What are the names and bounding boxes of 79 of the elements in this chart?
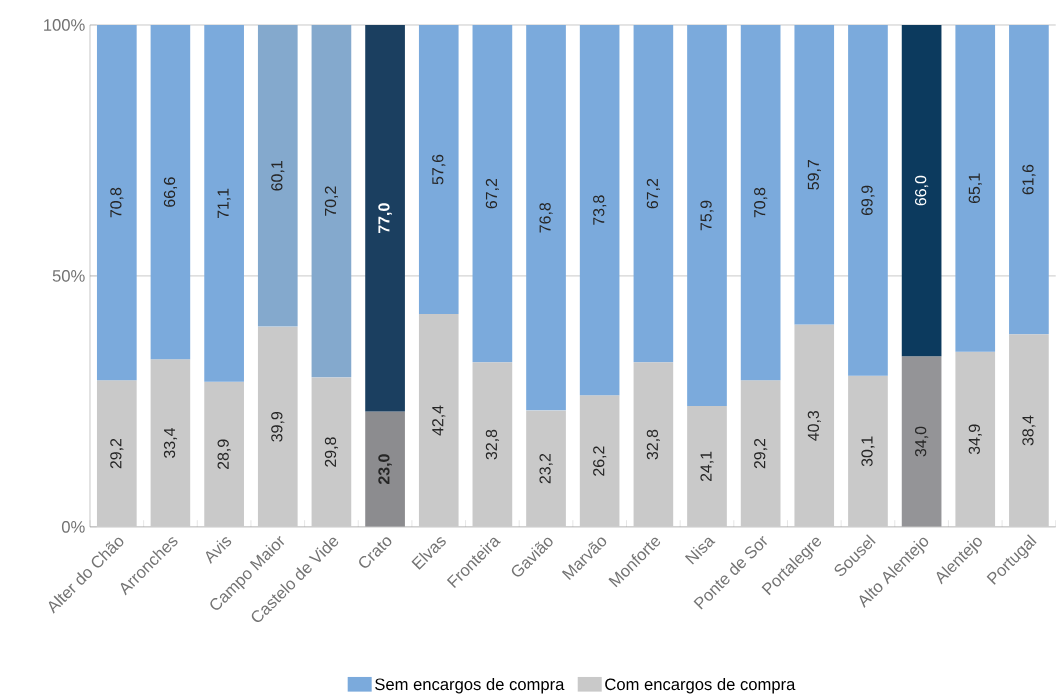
bar [365, 25, 405, 412]
data-label: 77,0 [378, 203, 392, 234]
data-label: 65,1 [968, 173, 982, 204]
data-label: 32,8 [646, 429, 660, 460]
data-label: 32,8 [485, 429, 499, 460]
data-label: 57,6 [432, 154, 446, 185]
bar [740, 25, 781, 381]
y-tick-label: 0% [61, 521, 85, 533]
data-label: 39,9 [271, 412, 285, 442]
data-label: 23,2 [539, 454, 553, 484]
data-label: 23,0 [378, 454, 392, 485]
data-label: 59,7 [807, 160, 821, 190]
legend-label: Sem encargos de compra [375, 678, 565, 694]
bar [1009, 25, 1049, 335]
data-label: 29,8 [324, 437, 339, 467]
bar [579, 395, 620, 527]
data-label: 67,2 [485, 179, 499, 209]
bar [633, 362, 674, 527]
bar [579, 25, 620, 396]
bar [257, 326, 298, 527]
bar [955, 351, 996, 527]
bar [848, 375, 888, 527]
data-label: 70,8 [110, 187, 124, 218]
bar [418, 25, 459, 315]
bar [472, 362, 513, 527]
y-tick-label: 100% [44, 19, 85, 31]
bar [257, 25, 298, 327]
data-label: 70,2 [324, 186, 339, 216]
bar [901, 25, 942, 357]
bar [526, 25, 566, 411]
data-label: 61,6 [1022, 164, 1036, 195]
bar [311, 377, 352, 527]
data-label: 30,1 [861, 436, 875, 467]
bar [96, 380, 137, 527]
data-label: 66,0 [915, 175, 929, 206]
bar [96, 25, 137, 381]
data-label: 24,1 [700, 451, 714, 482]
bar [418, 314, 459, 527]
data-label: 34,0 [915, 426, 929, 457]
data-label: 40,3 [807, 411, 821, 441]
data-label: 29,2 [110, 438, 124, 469]
data-label: 66,6 [163, 177, 178, 207]
data-label: 28,9 [217, 439, 231, 470]
x-tick-label: Nisa [684, 537, 716, 565]
bar [687, 406, 727, 527]
data-label: 69,9 [861, 185, 875, 216]
bar [633, 25, 674, 363]
x-tick-label: Avis [205, 537, 232, 565]
bar [204, 25, 244, 382]
data-label: 60,1 [271, 161, 285, 191]
bar [365, 411, 405, 527]
bar [740, 380, 781, 527]
data-label: 38,4 [1022, 415, 1036, 446]
y-tick-label: 50% [52, 270, 85, 282]
bar [526, 410, 566, 527]
data-label: 71,1 [217, 188, 231, 219]
bar [794, 324, 835, 527]
data-label: 67,2 [646, 179, 660, 209]
bar [901, 356, 942, 527]
data-label: 73,8 [593, 195, 607, 225]
bar [848, 25, 888, 376]
data-label: 29,2 [754, 438, 768, 469]
bar [311, 25, 352, 378]
data-label: 34,9 [968, 424, 982, 455]
data-label: 75,9 [700, 200, 714, 231]
bar [150, 25, 191, 360]
data-label: 76,8 [539, 202, 553, 233]
bar [472, 25, 513, 363]
data-label: 70,8 [754, 187, 768, 218]
data-label: 26,2 [593, 446, 607, 476]
bar [1009, 334, 1049, 527]
bar [150, 359, 191, 527]
data-label: 42,4 [432, 405, 446, 436]
bar [687, 25, 727, 406]
data-label: 33,4 [163, 428, 178, 459]
bar [204, 381, 244, 527]
bar [955, 25, 996, 352]
bar [794, 25, 835, 325]
legend-label: Com encargos de compra [605, 678, 796, 694]
